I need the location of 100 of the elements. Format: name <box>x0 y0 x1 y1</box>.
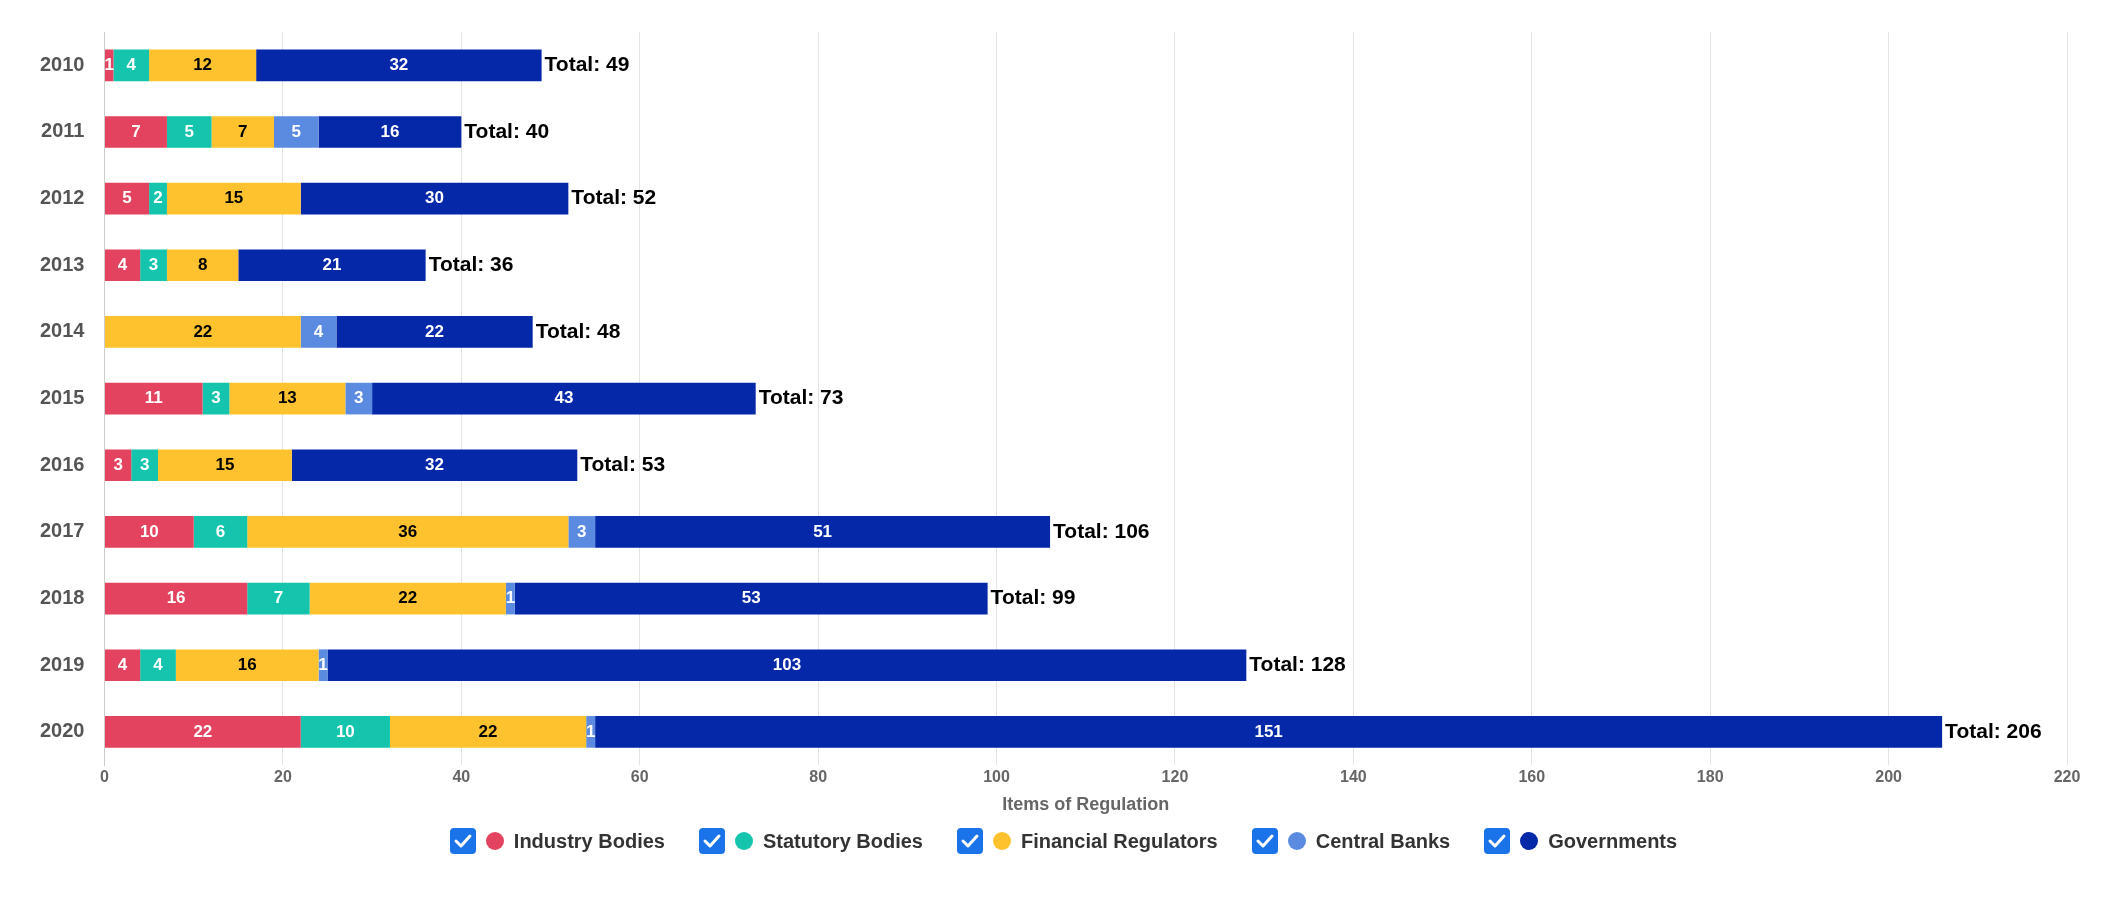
bar <box>104 116 167 148</box>
bar <box>158 449 292 482</box>
legend-label: Central Banks <box>1315 829 1451 853</box>
data-label: 16 <box>166 588 186 608</box>
total-label: Total: 73 <box>758 385 844 409</box>
bar <box>256 49 542 82</box>
legend-label: Governments <box>1548 829 1678 853</box>
x-tick-label: 220 <box>2053 768 2081 786</box>
data-label: 4 <box>126 55 137 75</box>
data-label: 16 <box>237 654 257 674</box>
data-label: 1 <box>104 55 114 75</box>
total-label: Total: 53 <box>580 452 666 476</box>
bar <box>140 649 176 682</box>
legend-label: Statutory Bodies <box>762 829 923 853</box>
y-tick-label: 2011 <box>41 119 85 142</box>
total-label: Total: 128 <box>1249 652 1347 676</box>
bar <box>300 316 337 348</box>
data-label: 53 <box>741 588 761 608</box>
data-label: 1 <box>505 588 516 608</box>
bar <box>104 182 150 215</box>
bar <box>104 249 141 282</box>
bar <box>104 316 301 348</box>
bar <box>175 649 319 682</box>
bar <box>327 649 1247 682</box>
data-label: 12 <box>193 55 213 75</box>
bar <box>166 249 239 282</box>
bar <box>318 116 462 148</box>
data-label: 3 <box>211 388 221 408</box>
x-tick-label: 60 <box>630 768 649 786</box>
total-label: Total: 36 <box>428 252 514 276</box>
data-label: 22 <box>193 321 213 341</box>
data-label: 3 <box>139 454 150 474</box>
y-tick-label: 2013 <box>39 252 85 275</box>
bar <box>273 116 319 148</box>
data-label: 4 <box>117 654 128 674</box>
data-label: 22 <box>478 721 498 741</box>
bar <box>247 582 310 615</box>
data-label: 16 <box>380 121 400 141</box>
data-label: 7 <box>131 121 141 141</box>
data-label: 3 <box>113 454 123 474</box>
y-tick-label: 2018 <box>39 586 85 609</box>
data-label: 15 <box>215 454 235 474</box>
total-label: Total: 52 <box>571 185 657 209</box>
total-label: Total: 206 <box>1945 718 2042 742</box>
data-label: 103 <box>772 654 802 674</box>
x-tick-label: 140 <box>1340 768 1367 786</box>
y-tick-label: 2010 <box>39 52 85 75</box>
data-label: 3 <box>577 521 587 541</box>
bar <box>514 582 988 615</box>
data-label: 1 <box>318 654 328 674</box>
bar <box>140 249 167 282</box>
total-label: Total: 49 <box>544 52 630 76</box>
legend-label: Industry Bodies <box>513 829 665 853</box>
data-label: 21 <box>322 254 342 274</box>
bar <box>104 582 248 615</box>
legend-label: Financial Regulators <box>1021 829 1218 853</box>
data-label: 1 <box>585 721 596 741</box>
data-label: 15 <box>224 188 244 208</box>
bar <box>104 382 203 415</box>
bar <box>149 49 257 82</box>
x-tick-label: 100 <box>983 768 1010 786</box>
bar <box>345 382 373 415</box>
bar <box>300 716 390 748</box>
bar <box>247 516 569 548</box>
bar <box>595 716 1943 748</box>
data-label: 51 <box>813 521 833 541</box>
data-label: 3 <box>148 254 159 274</box>
y-tick-label: 2019 <box>39 652 85 675</box>
total-label: Total: 48 <box>535 318 621 342</box>
bar <box>131 449 159 482</box>
bar <box>300 182 569 215</box>
bar <box>229 382 346 415</box>
data-label: 10 <box>335 721 355 741</box>
data-label: 2 <box>153 188 163 208</box>
y-tick-label: 2012 <box>39 186 85 209</box>
bar <box>104 649 141 682</box>
bar <box>238 249 426 282</box>
data-label: 22 <box>425 321 445 341</box>
data-label: 36 <box>398 521 418 541</box>
x-tick-label: 160 <box>1518 768 1546 786</box>
total-label: Total: 106 <box>1053 518 1150 542</box>
data-label: 11 <box>144 388 163 408</box>
data-label: 4 <box>313 321 324 341</box>
total-label: Total: 99 <box>990 585 1076 609</box>
y-tick-label: 2020 <box>39 719 85 742</box>
bar <box>211 116 274 148</box>
x-axis-title: Items of Regulation <box>1002 794 1170 815</box>
data-label: 5 <box>184 121 194 141</box>
bar <box>309 582 506 615</box>
data-label: 22 <box>193 721 213 741</box>
bar <box>166 182 301 215</box>
y-tick-label: 2016 <box>39 452 85 475</box>
data-label: 151 <box>1254 721 1283 741</box>
data-label: 43 <box>554 388 574 408</box>
bar <box>595 516 1051 548</box>
y-tick-label: 2015 <box>39 386 85 409</box>
bar <box>291 449 578 482</box>
total-label: Total: 40 <box>464 118 550 142</box>
data-label: 5 <box>291 121 302 141</box>
data-label: 8 <box>197 254 208 274</box>
